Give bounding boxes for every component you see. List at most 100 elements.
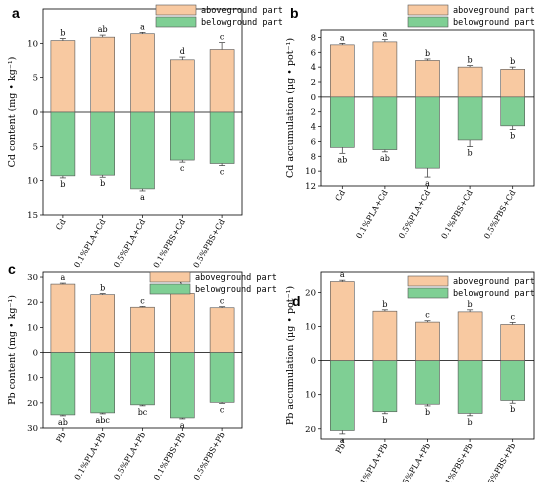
significance-letter: d xyxy=(180,47,185,56)
legend-swatch xyxy=(407,4,449,16)
aboveground-bar xyxy=(90,294,115,353)
significance-letter: b xyxy=(425,408,430,417)
legend-label: aboveground part xyxy=(195,273,277,283)
x-category-label: 0.5%PBS+Cd xyxy=(192,218,227,270)
panel-letter: c xyxy=(8,261,16,277)
belowground-bar xyxy=(415,96,440,169)
y-axis-label: Pb accumulation (μg • pot⁻¹) xyxy=(285,286,296,425)
aboveground-bar xyxy=(457,66,483,98)
y-tick-label: 6 xyxy=(311,48,316,58)
belowground-bar xyxy=(500,96,526,127)
belowground-bar xyxy=(90,111,115,176)
aboveground-bar xyxy=(329,44,355,98)
x-category-label: Pb xyxy=(55,431,68,445)
y-tick-label: 2 xyxy=(311,108,316,118)
legend-swatch xyxy=(407,287,449,299)
significance-letter: b xyxy=(468,300,473,309)
significance-letter: c xyxy=(220,168,225,177)
y-tick-label: 30 xyxy=(27,273,38,283)
y-tick-label: 8 xyxy=(311,152,316,162)
belowground-bar xyxy=(457,360,483,414)
aboveground-bar xyxy=(50,283,76,353)
y-tick-label: 10 xyxy=(305,391,316,401)
x-category-label: 0.1%PLA+Pb xyxy=(73,431,108,482)
y-tick-label: 10 xyxy=(27,177,38,187)
aboveground-bar xyxy=(500,69,526,98)
aboveground-bar xyxy=(372,310,398,361)
significance-letter: a xyxy=(140,22,145,31)
y-tick-label: 30 xyxy=(27,424,38,434)
significance-letter: c xyxy=(140,296,145,305)
significance-letter: a xyxy=(340,270,345,279)
legend-label: aboveground part xyxy=(453,6,535,16)
legend-label: belowground part xyxy=(201,18,283,28)
aboveground-bar xyxy=(500,324,526,361)
y-axis-label: Pb content (mg • kg⁻¹) xyxy=(7,295,18,405)
legend-swatch xyxy=(155,4,197,16)
aboveground-bar xyxy=(170,59,195,113)
x-category-label: 0.5%PLA+Cd xyxy=(112,218,147,270)
legend-swatch xyxy=(149,283,191,295)
y-tick-label: 6 xyxy=(311,137,316,147)
aboveground-bar xyxy=(209,307,235,353)
belowground-bar xyxy=(457,96,483,141)
x-category-label: 0.5%PLA+Pb xyxy=(397,442,432,482)
y-tick-label: 4 xyxy=(311,123,316,133)
belowground-bar xyxy=(170,352,195,419)
significance-letter: a xyxy=(340,33,345,42)
belowground-bar xyxy=(329,96,355,148)
significance-letter: b xyxy=(468,56,473,65)
y-tick-label: 10 xyxy=(27,323,38,333)
significance-letter: b xyxy=(510,132,515,141)
y-tick-label: 0 xyxy=(311,93,316,103)
significance-letter: c xyxy=(425,311,430,320)
significance-letter: b xyxy=(60,180,65,189)
y-axis-label: Cd content (mg • kg⁻¹) xyxy=(7,57,18,168)
legend: aboveground part belowground part xyxy=(407,4,535,28)
legend-label: aboveground part xyxy=(201,6,283,16)
y-tick-label: 12 xyxy=(305,182,316,192)
legend-label: aboveground part xyxy=(453,277,535,287)
x-category-label: 0.1%PBS+Cd xyxy=(440,189,475,241)
belowground-bar xyxy=(50,352,76,416)
x-category-label: 0.1%PLA+Cd xyxy=(72,218,107,270)
belowground-bar xyxy=(415,360,440,405)
y-tick-label: 20 xyxy=(305,425,316,435)
x-category-label: 0.1%PBS+Pb xyxy=(440,442,475,482)
legend-label: belowground part xyxy=(195,285,277,295)
aboveground-bar xyxy=(457,311,483,361)
x-category-label: 0.5%PLA+Cd xyxy=(397,189,432,241)
legend: aboveground part belowground part xyxy=(149,271,277,295)
x-category-label: 0.1%PBS+Pb xyxy=(152,431,187,482)
x-category-label: 0.1%PLA+Cd xyxy=(354,189,389,241)
y-tick-label: 4 xyxy=(311,63,316,73)
aboveground-bar xyxy=(415,321,440,361)
y-tick-label: 2 xyxy=(311,78,316,88)
belowground-bar xyxy=(209,352,235,403)
significance-letter: b xyxy=(60,29,65,38)
significance-letter: b xyxy=(468,149,473,158)
x-category-label: 0.5%PBS+Pb xyxy=(192,431,227,482)
y-tick-label: 20 xyxy=(27,399,38,409)
legend-swatch xyxy=(155,16,197,28)
x-category-label: 0.5%PBS+Cd xyxy=(482,189,517,241)
significance-letter: b xyxy=(382,416,387,425)
x-category-label: 0.1%PBS+Cd xyxy=(152,218,187,270)
panel-letter: d xyxy=(292,293,301,309)
significance-letter: a xyxy=(140,193,145,202)
chart-panel-b: b 12 10 8 6 4 2 0 2 4 6 8 Cd accumulation (μg • pot⁻… xyxy=(285,4,535,241)
belowground-bar xyxy=(500,360,526,401)
significance-letter: c xyxy=(510,312,515,321)
x-category-label: Cd xyxy=(54,218,67,232)
legend: aboveground part belowground part xyxy=(155,4,283,28)
significance-letter: a xyxy=(180,421,185,430)
y-tick-label: 20 xyxy=(305,288,316,298)
significance-letter: b xyxy=(510,405,515,414)
aboveground-bar xyxy=(209,49,235,113)
significance-letter: b xyxy=(382,300,387,309)
y-tick-label: 10 xyxy=(305,167,316,177)
aboveground-bar xyxy=(50,40,76,113)
